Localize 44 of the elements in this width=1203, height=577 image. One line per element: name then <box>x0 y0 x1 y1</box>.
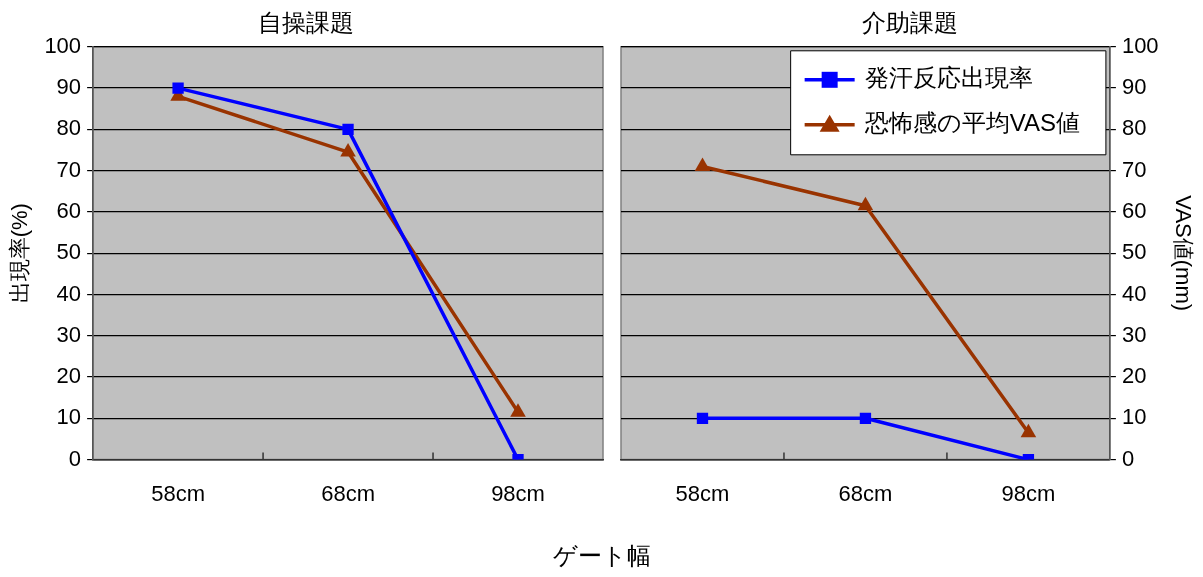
point <box>694 157 711 172</box>
point <box>857 196 874 211</box>
y2-tick-label: 30 <box>1121 321 1147 347</box>
y2-axis-title: VAS値(mm) <box>1170 195 1196 312</box>
y2-tick-label: 70 <box>1121 156 1147 182</box>
y-tick-label: 50 <box>56 239 82 265</box>
y2-tick-label: 80 <box>1121 115 1147 141</box>
point <box>1020 423 1037 438</box>
point <box>510 403 526 417</box>
point <box>340 143 356 157</box>
chart-title: 介助課題 <box>861 9 958 37</box>
legend-label: 恐怖感の平均VAS値 <box>863 109 1080 137</box>
point <box>172 82 184 94</box>
y-tick-label: 0 <box>68 445 82 471</box>
point <box>696 412 709 424</box>
y-tick-label: 10 <box>56 404 82 430</box>
y2-tick-label: 40 <box>1121 280 1147 306</box>
x-tick-label: 58cm <box>675 480 730 506</box>
y-tick-label: 40 <box>56 280 82 306</box>
x-axis-title: ゲート幅 <box>551 541 652 571</box>
y-tick-label: 100 <box>44 32 82 58</box>
chart-title: 自操課題 <box>258 9 354 37</box>
point <box>342 123 354 136</box>
legend-label: 発汗反応出現率 <box>864 64 1033 92</box>
y2-tick-label: 100 <box>1121 32 1159 58</box>
y-tick-label: 20 <box>56 363 82 389</box>
y-tick-label: 90 <box>56 74 82 100</box>
y-tick-label: 30 <box>56 321 82 347</box>
x-tick-label: 68cm <box>321 480 375 506</box>
y2-tick-label: 20 <box>1121 363 1147 389</box>
x-tick-label: 98cm <box>1001 480 1056 506</box>
y2-tick-label: 10 <box>1121 404 1147 430</box>
y2-tick-label: 90 <box>1121 74 1147 100</box>
point <box>859 412 872 424</box>
y-tick-label: 60 <box>56 197 82 223</box>
y2-tick-label: 60 <box>1121 197 1147 223</box>
x-tick-label: 68cm <box>838 480 893 506</box>
y2-tick-label: 0 <box>1121 445 1135 471</box>
x-tick-label: 58cm <box>151 480 205 506</box>
y-tick-label: 80 <box>56 115 82 141</box>
y-tick-label: 70 <box>56 156 82 182</box>
x-tick-label: 98cm <box>491 480 545 506</box>
y2-tick-label: 50 <box>1121 239 1147 265</box>
y-axis-title: 出現率(%) <box>7 203 33 304</box>
